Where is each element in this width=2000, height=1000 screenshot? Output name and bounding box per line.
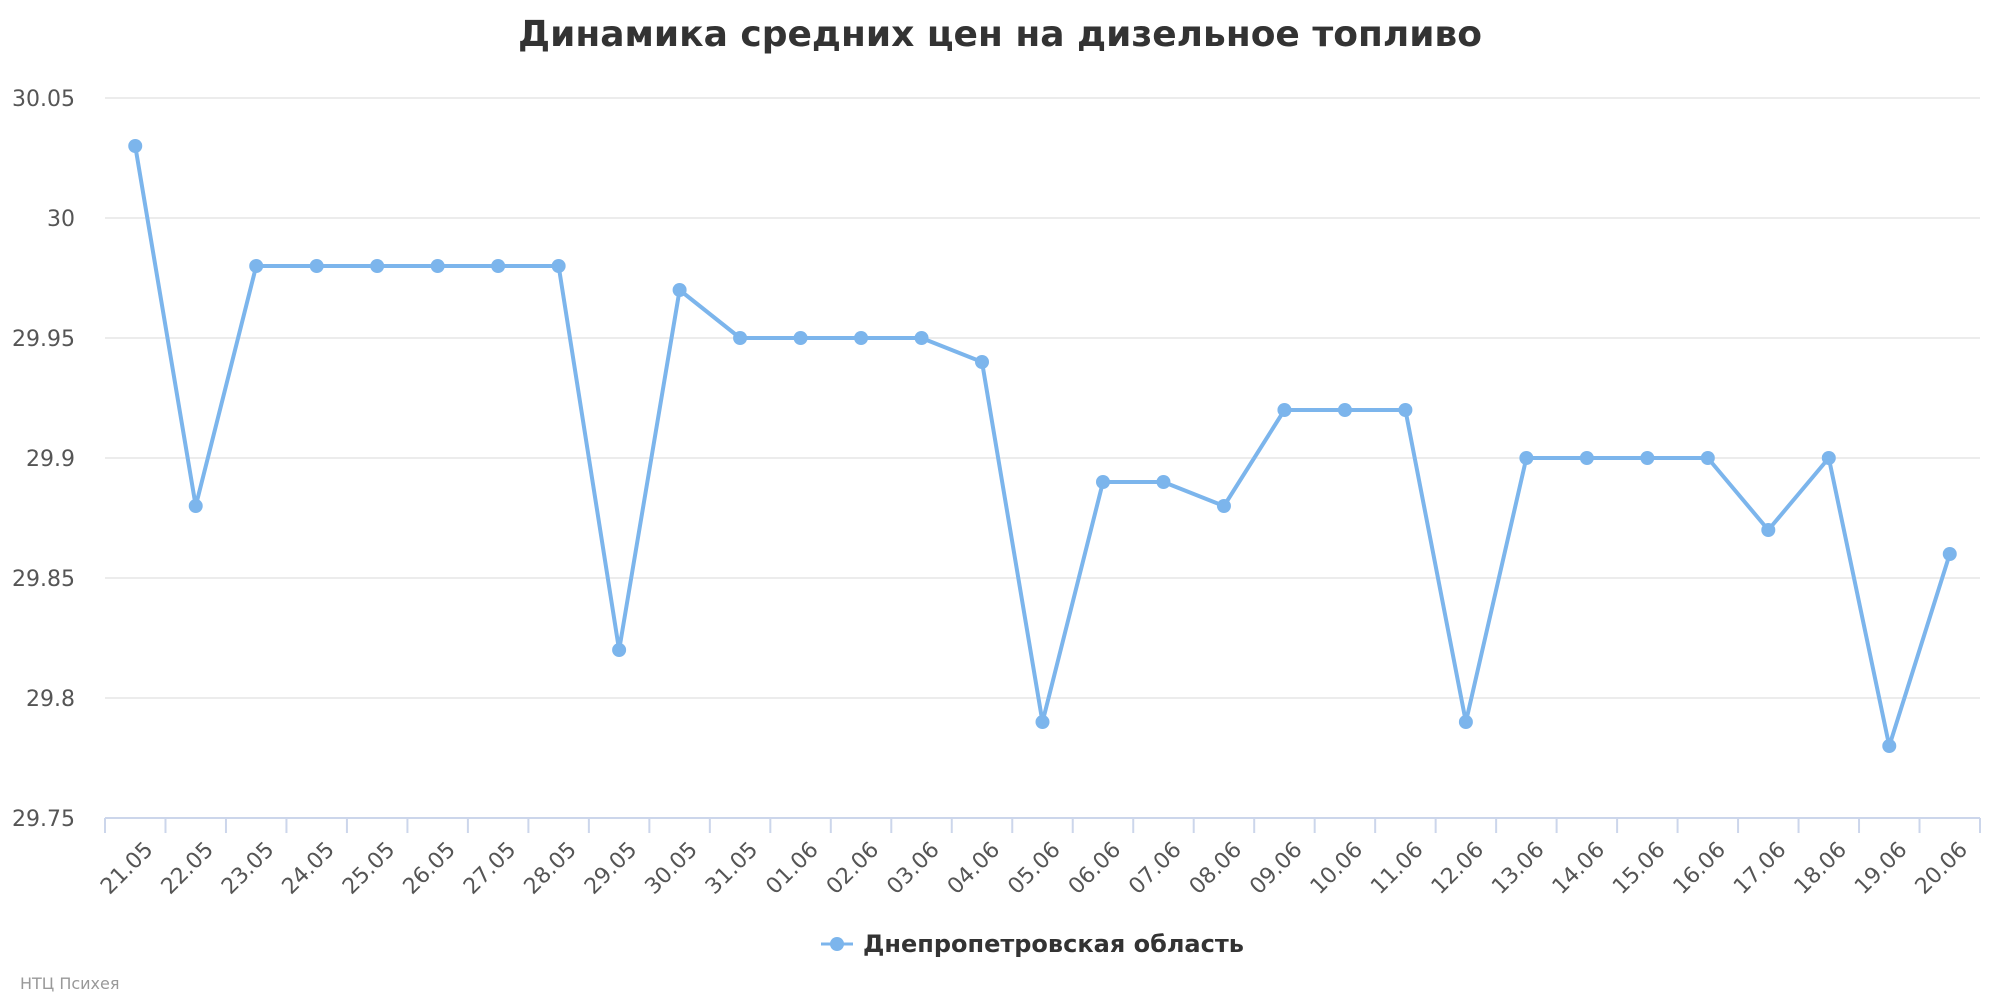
x-tick-label: 16.06 (1669, 837, 1731, 899)
x-tick-label: 29.05 (580, 837, 642, 899)
x-tick-label: 13.06 (1487, 837, 1549, 899)
x-tick-label: 07.06 (1124, 837, 1186, 899)
x-tick-label: 09.06 (1245, 837, 1307, 899)
data-point[interactable] (612, 643, 627, 657)
data-point[interactable] (1216, 499, 1231, 513)
x-tick-label: 12.06 (1427, 837, 1489, 899)
data-point[interactable] (1942, 547, 1957, 561)
series-points (128, 139, 1957, 753)
series-lines (133, 144, 1952, 748)
y-tick-label: 29.8 (26, 687, 75, 712)
x-tick-label: 01.06 (761, 837, 823, 899)
data-point[interactable] (1882, 739, 1897, 753)
data-point[interactable] (1156, 475, 1171, 489)
data-point[interactable] (551, 259, 566, 273)
x-tick-label: 20.06 (1911, 837, 1973, 899)
data-point[interactable] (733, 331, 748, 345)
data-point[interactable] (128, 139, 143, 153)
x-tick-label: 22.05 (157, 837, 219, 899)
x-tick-label: 21.05 (96, 837, 158, 899)
x-tick-label: 04.06 (943, 837, 1005, 899)
data-point[interactable] (854, 331, 869, 345)
x-tick-label: 03.06 (882, 837, 944, 899)
y-tick-label: 29.85 (12, 567, 75, 592)
y-tick-label: 30.05 (12, 87, 75, 112)
data-point[interactable] (309, 259, 324, 273)
data-point[interactable] (1277, 403, 1292, 417)
y-axis: 29.75 29.8 29.85 29.9 29.95 30 30.05 (12, 87, 75, 832)
x-tick-label: 08.06 (1185, 837, 1247, 899)
x-axis: 21.0522.0523.0524.0525.0526.0527.0528.05… (96, 817, 1981, 900)
y-tick-label: 29.95 (12, 327, 75, 352)
data-point[interactable] (1519, 451, 1534, 465)
data-point[interactable] (914, 331, 929, 345)
legend[interactable]: Днепропетровская область (821, 930, 1244, 958)
data-point[interactable] (430, 259, 445, 273)
legend-label: Днепропетровская область (863, 930, 1244, 958)
data-point[interactable] (1095, 475, 1110, 489)
x-tick-label: 24.05 (278, 837, 340, 899)
data-point[interactable] (370, 259, 385, 273)
x-tick-label: 18.06 (1790, 837, 1852, 899)
x-tick-label: 26.05 (399, 837, 461, 899)
y-tick-label: 29.75 (12, 807, 75, 832)
x-tick-label: 31.05 (701, 837, 763, 899)
data-point[interactable] (188, 499, 203, 513)
data-point[interactable] (1821, 451, 1836, 465)
data-point[interactable] (1761, 523, 1776, 537)
data-point[interactable] (491, 259, 506, 273)
x-tick-label: 17.06 (1729, 837, 1791, 899)
x-tick-label: 14.06 (1548, 837, 1610, 899)
chart-title: Динамика средних цен на дизельное топлив… (518, 14, 1482, 55)
x-tick-label: 11.06 (1366, 837, 1428, 899)
data-point[interactable] (1640, 451, 1655, 465)
x-tick-label: 05.06 (1003, 837, 1065, 899)
x-tick-label: 25.05 (338, 837, 400, 899)
x-tick-label: 23.05 (217, 837, 279, 899)
data-point[interactable] (1035, 715, 1050, 729)
data-point[interactable] (672, 283, 687, 297)
x-tick-label: 10.06 (1306, 837, 1368, 899)
x-tick-label: 28.05 (520, 837, 582, 899)
y-tick-label: 29.9 (26, 447, 75, 472)
data-point[interactable] (793, 331, 808, 345)
x-tick-label: 06.06 (1064, 837, 1126, 899)
x-tick-label: 15.06 (1608, 837, 1670, 899)
x-tick-label: 02.06 (822, 837, 884, 899)
x-tick-label: 27.05 (459, 837, 521, 899)
legend-marker-icon (830, 937, 844, 951)
data-point[interactable] (1458, 715, 1473, 729)
x-tick-label: 30.05 (641, 837, 703, 899)
data-point[interactable] (249, 259, 264, 273)
data-point[interactable] (1398, 403, 1413, 417)
x-tick-label: 19.06 (1850, 837, 1912, 899)
data-point[interactable] (1579, 451, 1594, 465)
grid-lines (105, 97, 1980, 699)
data-point[interactable] (975, 355, 990, 369)
y-tick-label: 30 (47, 207, 75, 232)
data-point[interactable] (1700, 451, 1715, 465)
data-point[interactable] (1337, 403, 1352, 417)
series-line (133, 144, 1952, 748)
credits[interactable]: НТЦ Психея (20, 974, 119, 993)
